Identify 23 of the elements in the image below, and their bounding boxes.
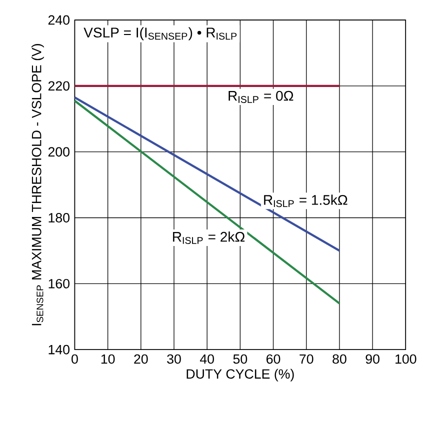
x-tick-label: 30 bbox=[167, 354, 181, 364]
y-tick-label: 200 bbox=[48, 147, 70, 157]
y-tick-label: 180 bbox=[48, 213, 70, 222]
series-label: R$_{ISLP}$ = 2kΩ bbox=[173, 232, 245, 244]
series-label: R$_{ISLP}$ = 1.5kΩ bbox=[264, 194, 348, 208]
annotation: VSLP = I(I$_{SENSEP}$) • R$_{ISLP}$ bbox=[84, 27, 237, 40]
x-tick-label: 90 bbox=[366, 354, 380, 364]
y-tick-label: 240 bbox=[48, 15, 70, 25]
x-tick-label: 50 bbox=[233, 354, 248, 364]
x-tick-label: 60 bbox=[266, 354, 280, 364]
y-tick-label: 140 bbox=[48, 344, 70, 354]
x-tick-label: 40 bbox=[200, 354, 214, 364]
x-tick-label: 10 bbox=[101, 354, 115, 364]
x-tick-label: 20 bbox=[134, 354, 148, 364]
x-tick-label: 70 bbox=[300, 354, 314, 364]
y-tick-label: 220 bbox=[48, 81, 70, 91]
x-tick-label: 80 bbox=[332, 354, 346, 364]
y-tick-label: 160 bbox=[48, 278, 70, 288]
x-tick-label: 100 bbox=[396, 354, 416, 364]
x-tick-label: 0 bbox=[72, 354, 78, 364]
series-label: R$_{ISLP}$ = 0Ω bbox=[228, 90, 294, 103]
x-axis-title: DUTY CYCLE (%) bbox=[186, 368, 294, 382]
y-axis-title: I$_{SENSEP}$ MAXIMUM THRESHOLD - VSLOPE (V) bbox=[31, 44, 44, 326]
